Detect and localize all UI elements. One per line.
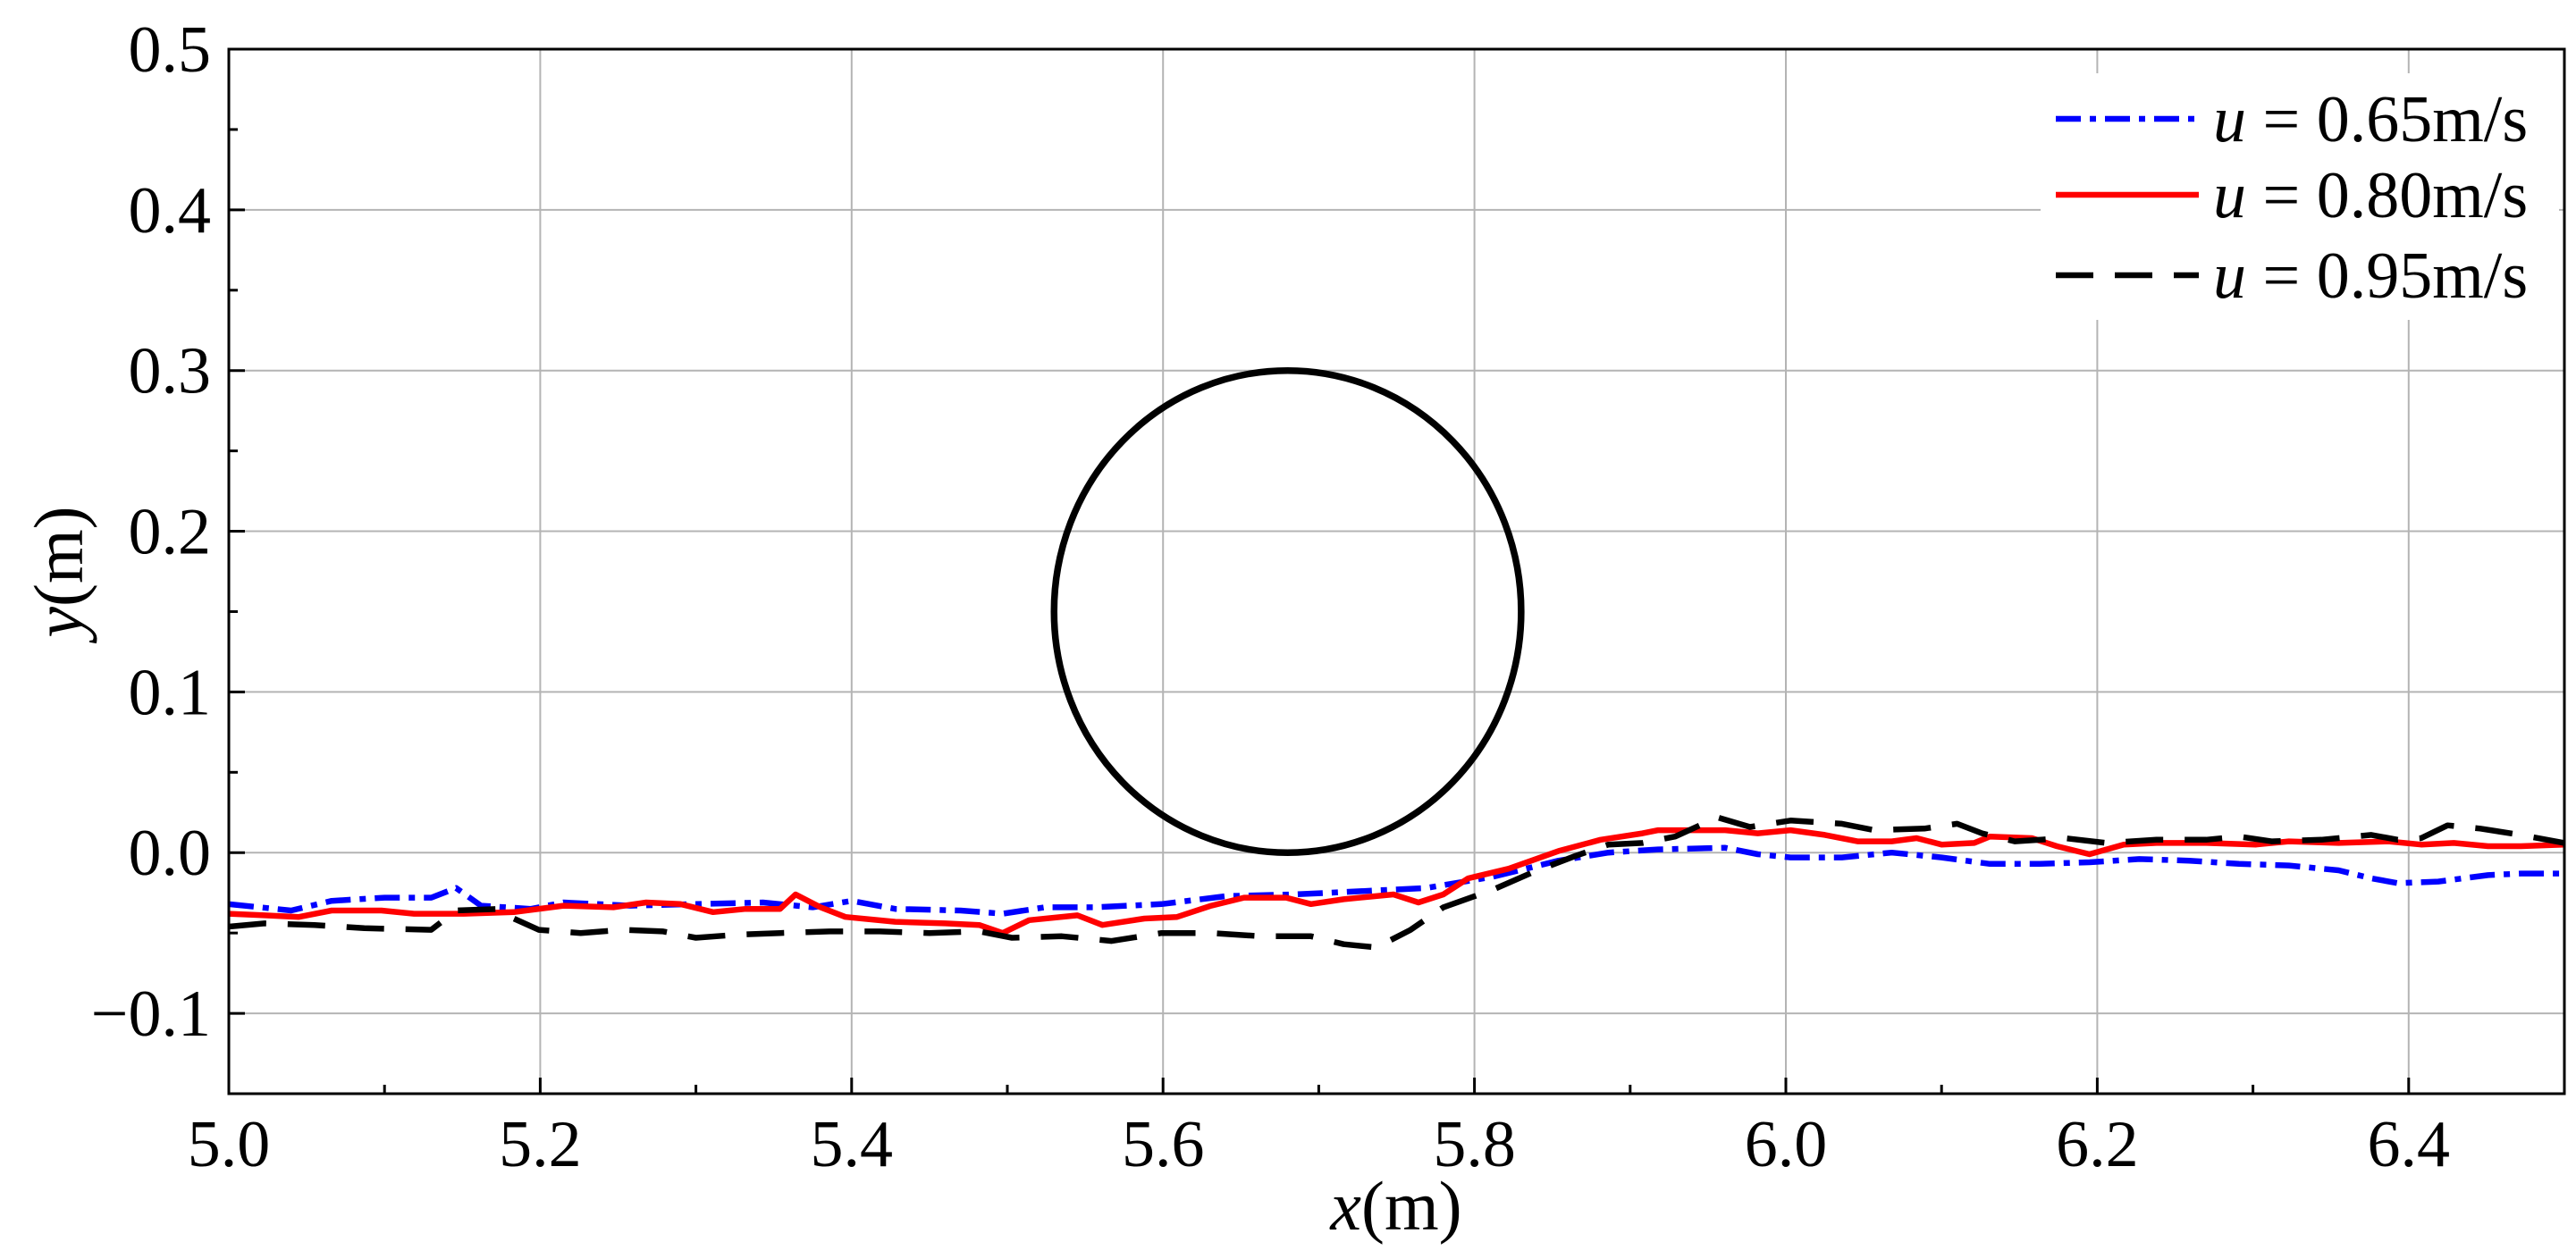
x-tick-label: 5.4	[811, 1108, 894, 1181]
x-tick-label: 6.2	[2056, 1108, 2139, 1181]
x-tick-label: 5.0	[188, 1108, 271, 1181]
legend-entry: u = 0.65m/s	[2056, 83, 2528, 156]
y-tick-label: 0.0	[129, 817, 212, 890]
series-group	[229, 814, 2564, 951]
y-tick-label: 0.5	[129, 13, 212, 87]
legend-label: u = 0.95m/s	[2213, 239, 2528, 313]
x-tick-label: 5.6	[1122, 1108, 1205, 1181]
cylinder-circle	[1050, 366, 1525, 856]
y-tick-label: 0.3	[129, 335, 212, 408]
axis-ticks	[227, 47, 2411, 1094]
plot-frame	[227, 47, 2566, 1095]
x-tick-label: 6.4	[2368, 1108, 2451, 1181]
x-tick-label: 5.2	[499, 1108, 582, 1181]
y-tick-label: 0.2	[129, 496, 212, 569]
legend-label: u = 0.80m/s	[2213, 159, 2528, 232]
y-tick-label: 0.4	[129, 174, 212, 248]
series-line-2	[229, 814, 2564, 951]
y-axis-label: y(m)	[20, 506, 97, 643]
circle-group	[1050, 366, 1525, 856]
y-tick-label: 0.1	[129, 656, 212, 729]
legend-label: u = 0.65m/s	[2213, 83, 2528, 156]
x-tick-label: 5.8	[1433, 1108, 1516, 1181]
legend-entry: u = 0.95m/s	[2056, 239, 2528, 313]
tick-labels: 5.0 5.2 5.4 5.6 5.8 6.0 6.2 6.4 0.5 0.4 0.3 0.2 0.1 0…	[91, 13, 2450, 1181]
legend: u = 0.65m/su = 0.80m/su = 0.95m/s	[2041, 73, 2559, 320]
x-tick-label: 6.0	[1745, 1108, 1828, 1181]
y-tick-label: −0.1	[91, 978, 211, 1051]
x-axis-label: x(m)	[1329, 1167, 1461, 1245]
legend-entry: u = 0.80m/s	[2056, 159, 2528, 232]
